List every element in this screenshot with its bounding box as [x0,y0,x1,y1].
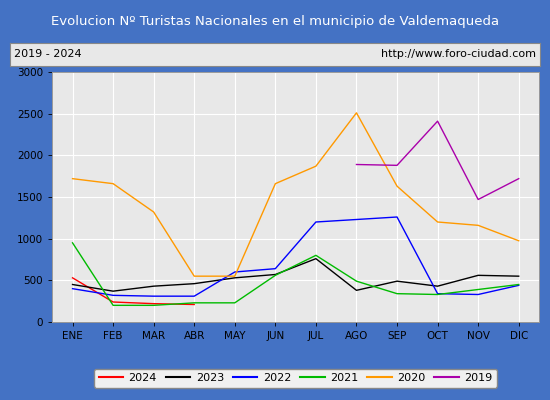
Legend: 2024, 2023, 2022, 2021, 2020, 2019: 2024, 2023, 2022, 2021, 2020, 2019 [94,369,497,388]
Text: http://www.foro-ciudad.com: http://www.foro-ciudad.com [381,49,536,59]
Text: Evolucion Nº Turistas Nacionales en el municipio de Valdemaqueda: Evolucion Nº Turistas Nacionales en el m… [51,15,499,28]
Text: 2019 - 2024: 2019 - 2024 [14,49,82,59]
